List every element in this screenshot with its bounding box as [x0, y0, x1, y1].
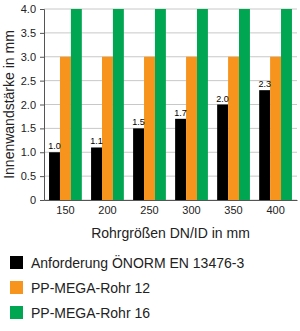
bar: [60, 57, 71, 200]
grid: [44, 9, 297, 200]
bar: [133, 128, 144, 200]
tick-mark: [40, 200, 44, 201]
tick: 3.5: [21, 27, 44, 39]
grid-line: [44, 200, 297, 201]
tick-label: 1.5: [21, 122, 36, 134]
tick-label: 2.0: [21, 99, 36, 111]
tick-mark: [40, 57, 44, 58]
tick: 150: [56, 204, 74, 216]
tick: 300: [182, 204, 200, 216]
y-axis-title: Innenwandstärke in mm: [1, 30, 17, 179]
tick: 3.0: [21, 51, 44, 63]
grid-line: [44, 9, 297, 10]
chart: 1.0 1.1 1.5 1.7 2.0 2.3 0 0.5 1.0 1.5 2.0 2.5 3.0 3.5…: [0, 0, 300, 331]
grid-line: [44, 56, 297, 57]
tick-label: 150: [56, 204, 74, 216]
axis-line: [40, 10, 45, 201]
tick: 350: [224, 204, 242, 216]
tick-mark: [40, 81, 44, 82]
bar: [155, 9, 166, 200]
tick-label: 2.5: [21, 75, 36, 87]
grid-line: [44, 176, 297, 177]
bar: [71, 9, 82, 200]
tick: 1.5: [21, 122, 44, 134]
tick-mark: [40, 128, 44, 129]
tick-label: 400: [266, 204, 284, 216]
bar: [217, 105, 228, 201]
bar: [175, 119, 186, 200]
data-labels: 1.0 1.1 1.5 1.7 2.0 2.3: [48, 79, 271, 151]
bar: [102, 57, 113, 200]
axis-line: [45, 200, 298, 201]
bar: [197, 9, 208, 200]
data-label: 1.5: [132, 117, 145, 127]
tick-label: 4.0: [21, 3, 36, 15]
bar: [144, 57, 155, 200]
grid-line: [44, 32, 297, 33]
data-label: 2.0: [216, 94, 229, 104]
tick-label: 3.5: [21, 27, 36, 39]
tick-label: 0.5: [21, 170, 36, 182]
bar: [259, 90, 270, 200]
tick-mark: [40, 152, 44, 153]
tick: 400: [266, 204, 284, 216]
tick-label: 3.0: [21, 51, 36, 63]
bars: [49, 9, 292, 200]
grid-line: [44, 104, 297, 105]
tick-label: 350: [224, 204, 242, 216]
tick-label: 200: [98, 204, 116, 216]
tick-mark: [40, 33, 44, 34]
data-label: 1.1: [90, 136, 103, 146]
data-label: 2.3: [258, 79, 271, 89]
bar: [281, 9, 292, 200]
grid-line: [44, 128, 297, 129]
bar: [270, 57, 281, 200]
bar: [113, 9, 124, 200]
tick-label: 300: [182, 204, 200, 216]
tick: 250: [140, 204, 158, 216]
data-label: 1.7: [174, 108, 187, 118]
tick: 2.0: [21, 99, 44, 111]
grid-line: [44, 152, 297, 153]
tick-mark: [40, 105, 44, 106]
tick: 1.0: [21, 146, 44, 158]
y-axis: 0 0.5 1.0 1.5 2.0 2.5 3.0 3.5 4.0: [21, 3, 45, 206]
tick-mark: [40, 9, 44, 10]
bar: [239, 9, 250, 200]
tick-label: 1.0: [21, 146, 36, 158]
bar: [91, 147, 102, 200]
tick-label: 0: [30, 194, 36, 206]
tick: 2.5: [21, 75, 44, 87]
tick: 0.5: [21, 170, 44, 182]
legend-label: Anforderung ÖNORM EN 13476-3: [31, 254, 244, 271]
x-axis-title: Rohrgrößen DN/ID in mm: [91, 225, 250, 241]
legend-label: PP-MEGA-Rohr 12: [31, 280, 150, 296]
tick: 4.0: [21, 3, 44, 15]
legend-swatch: [10, 306, 23, 319]
legend: Anforderung ÖNORM EN 13476-3 PP-MEGA-Rohr…: [10, 254, 244, 321]
bar: [228, 57, 239, 200]
tick: 0: [30, 194, 44, 206]
legend-swatch: [10, 281, 23, 294]
tick-label: 250: [140, 204, 158, 216]
legend-label: PP-MEGA-Rohr 16: [31, 305, 150, 321]
x-axis: 150 200 250 300 350 400: [45, 201, 298, 216]
tick-mark: [40, 176, 44, 177]
bar: [186, 57, 197, 200]
data-label: 1.0: [48, 141, 61, 151]
tick: 200: [98, 204, 116, 216]
bar: [49, 152, 60, 200]
legend-swatch: [10, 256, 23, 269]
